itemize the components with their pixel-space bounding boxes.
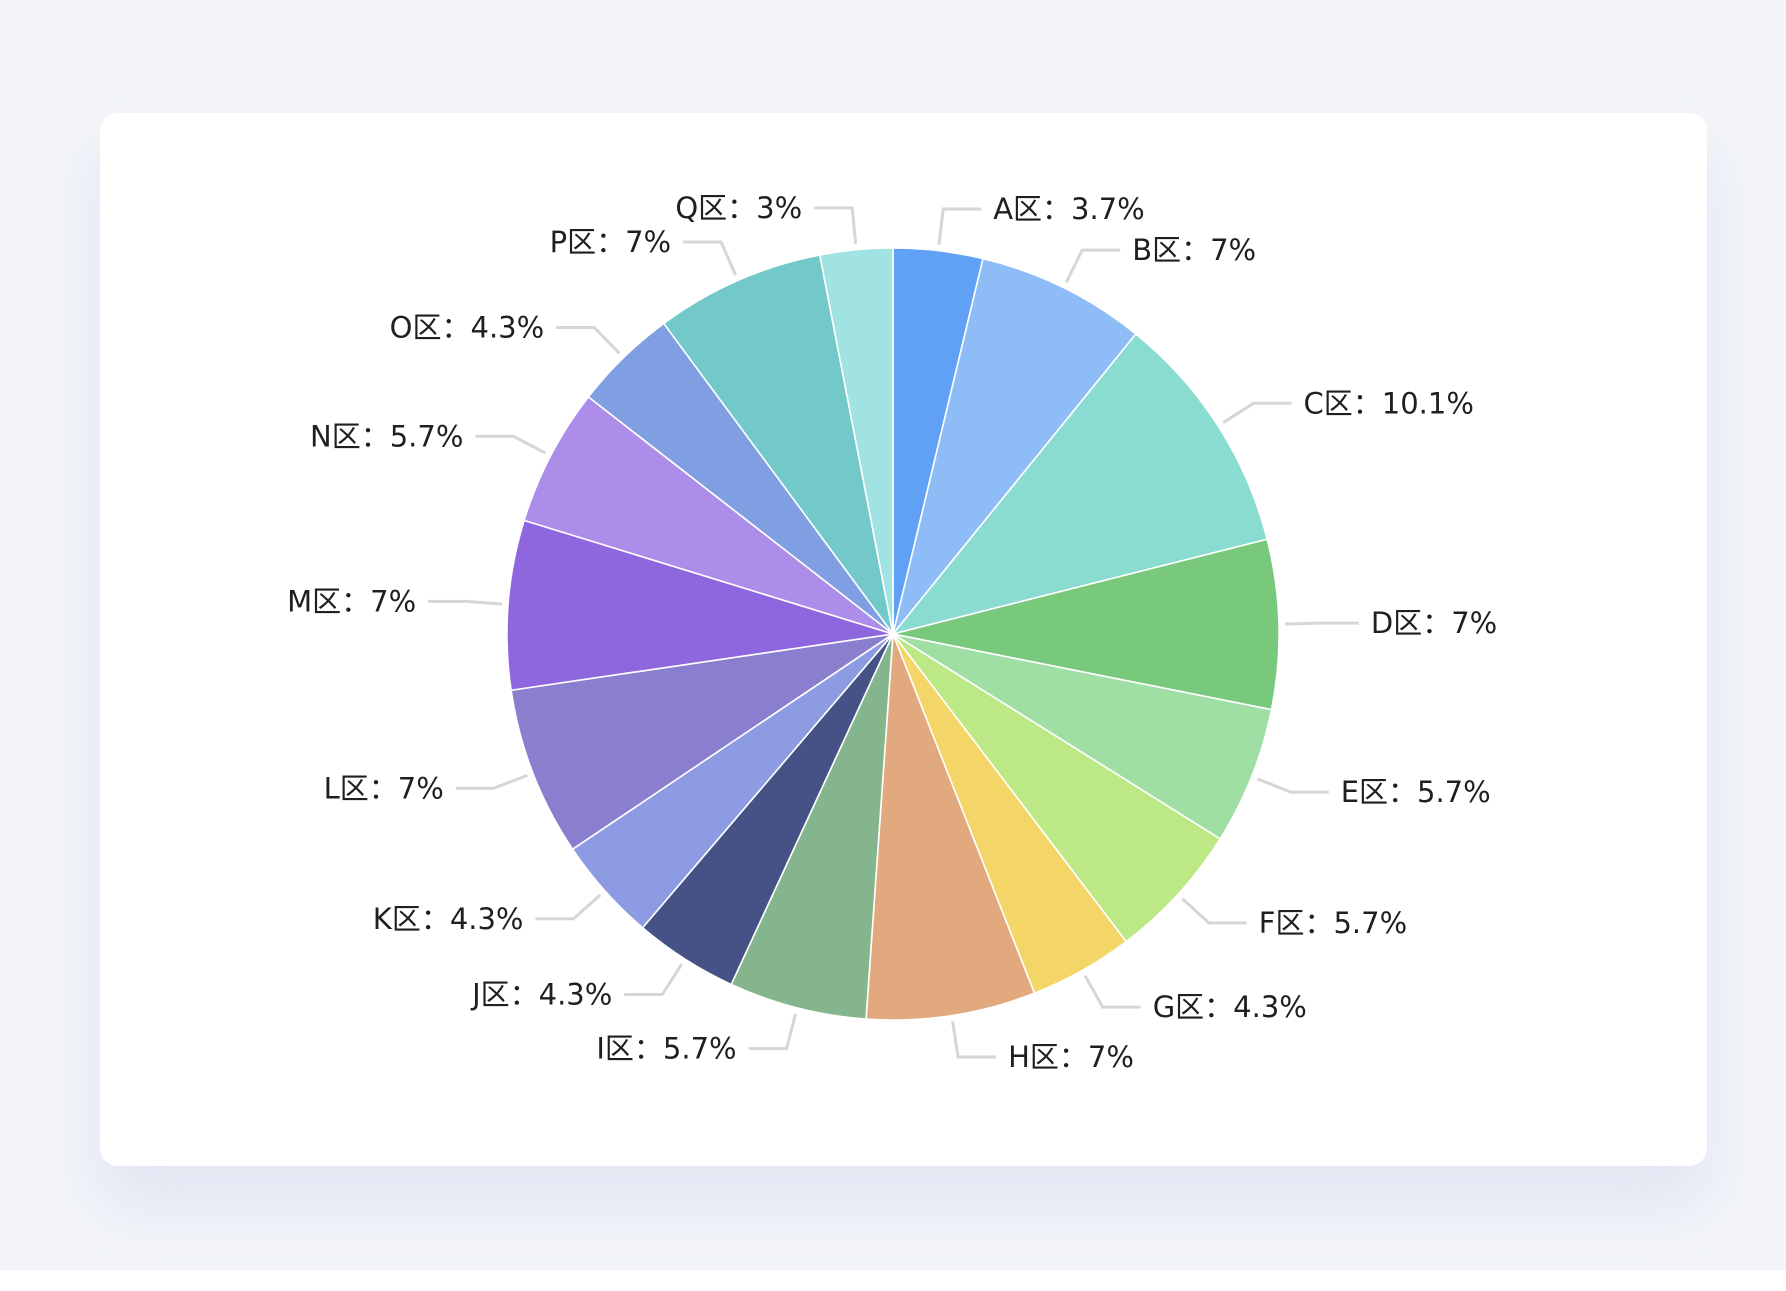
leader-line-16 [814, 206, 858, 244]
pie-slice-13[interactable] [523, 396, 894, 635]
leader-line-15 [683, 240, 737, 276]
leader-line-6 [1083, 974, 1141, 1009]
slice-labels: A区：3.7% B区：7% C区：10.1% D区：7% E区：5.7% F区：5.7% G… [287, 191, 1497, 1074]
slice-label-2: C区：10.1% [1304, 386, 1474, 420]
slice-label-16: Q区：3% [675, 191, 802, 225]
pie-slice-2[interactable] [892, 333, 1268, 635]
pie-slice-15[interactable] [662, 254, 894, 635]
pie-chart: A区：3.7% B区：7% C区：10.1% D区：7% E区：5.7% F区：5.7% G… [287, 191, 1497, 1074]
slice-label-10: K区：4.3% [373, 902, 524, 936]
leader-line-8 [748, 1013, 798, 1051]
leader-line-7 [951, 1021, 997, 1059]
chart-card: A区：3.7% B区：7% C区：10.1% D区：7% E区：5.7% F区：5.7% G… [100, 113, 1707, 1166]
slice-label-13: N区：5.7% [310, 419, 463, 453]
leader-line-4 [1256, 777, 1329, 794]
slice-label-1: B区：7% [1132, 233, 1256, 267]
slice-label-0: A区：3.7% [993, 192, 1145, 226]
leader-line-11 [455, 773, 528, 790]
slice-label-7: H区：7% [1008, 1040, 1134, 1074]
leader-line-13 [475, 434, 546, 455]
leader-line-5 [1181, 897, 1247, 925]
slice-label-14: O区：4.3% [390, 311, 545, 345]
pie-slice-8[interactable] [730, 633, 894, 1020]
leader-line-9 [624, 963, 683, 996]
slice-label-8: I区：5.7% [596, 1032, 736, 1066]
leader-line-2 [1222, 401, 1292, 424]
leader-line-1 [1064, 248, 1121, 284]
slice-label-6: G区：4.3% [1153, 990, 1307, 1024]
slice-label-5: F区：5.7% [1259, 906, 1407, 940]
slice-label-11: L区：7% [324, 771, 444, 805]
slice-label-12: M区：7% [287, 584, 416, 618]
page-footer-strip [0, 1270, 1786, 1291]
pie-slice-3[interactable] [892, 538, 1280, 711]
leader-line-14 [556, 326, 621, 355]
leader-line-12 [428, 599, 503, 606]
label-leader-lines [428, 206, 1359, 1059]
pie-slices [506, 247, 1280, 1021]
pie-slice-4[interactable] [892, 633, 1273, 840]
slice-label-15: P区：7% [550, 225, 672, 259]
leader-line-0 [937, 207, 982, 245]
leader-line-3 [1284, 621, 1359, 626]
slice-label-3: D区：7% [1371, 606, 1497, 640]
slice-label-9: J区：4.3% [470, 978, 612, 1012]
leader-line-10 [535, 893, 602, 921]
pie-slice-11[interactable] [510, 633, 894, 851]
pie-slice-12[interactable] [506, 519, 894, 692]
pie-slice-5[interactable] [892, 633, 1221, 943]
pie-slice-7[interactable] [865, 633, 1036, 1021]
slice-label-4: E区：5.7% [1341, 775, 1491, 809]
pie-slice-1[interactable] [892, 257, 1137, 635]
pie-slice-16[interactable] [819, 247, 894, 635]
